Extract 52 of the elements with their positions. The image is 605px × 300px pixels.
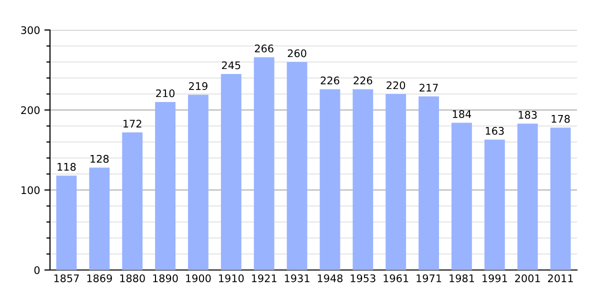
data-label: 220	[386, 81, 406, 90]
bar	[386, 94, 406, 270]
x-tick-label: 1869	[87, 274, 112, 282]
x-tick-label: 1991	[482, 274, 507, 282]
x-tick-label: 1948	[318, 274, 343, 282]
y-tick-label: 200	[21, 106, 40, 114]
data-label: 163	[486, 126, 504, 135]
data-label: 245	[222, 61, 240, 70]
x-tick-label: 1961	[384, 274, 408, 282]
bar	[286, 62, 308, 270]
x-tick-label: 1890	[153, 274, 178, 282]
data-label: 210	[156, 89, 175, 98]
x-tick-label: 1953	[350, 274, 376, 282]
x-tick-label: 1931	[284, 274, 310, 282]
data-label: 178	[552, 114, 570, 123]
bar	[89, 168, 110, 270]
x-tick-label: 2001	[515, 274, 540, 282]
bar	[352, 89, 374, 270]
y-tick-label: 0	[34, 266, 40, 274]
bar	[484, 140, 505, 270]
bar	[320, 89, 340, 270]
data-label: 217	[420, 84, 438, 92]
bar	[550, 128, 571, 270]
bar	[122, 132, 143, 270]
data-label: 260	[288, 49, 306, 58]
x-tick-label: 1857	[54, 274, 79, 282]
data-label: 266	[254, 44, 274, 52]
data-label: 226	[320, 76, 340, 84]
data-label: 184	[452, 110, 472, 118]
bar	[517, 124, 538, 270]
data-label: 219	[189, 82, 208, 90]
x-tick-label: 2011	[548, 274, 573, 282]
x-tick-label: 1900	[186, 274, 211, 282]
bar	[418, 96, 439, 270]
data-label: 118	[58, 162, 76, 171]
data-label: 183	[518, 110, 537, 119]
x-tick-label: 1921	[252, 274, 276, 282]
data-label: 172	[124, 120, 142, 128]
x-tick-label: 1971	[416, 274, 442, 282]
bar	[452, 122, 472, 270]
y-tick-label: 300	[21, 26, 40, 34]
y-tick-label: 100	[22, 186, 40, 194]
bar	[188, 94, 208, 270]
x-tick-label: 1880	[120, 274, 145, 282]
bar	[220, 74, 242, 270]
bar	[56, 176, 77, 270]
bar	[254, 57, 274, 270]
bar	[155, 102, 176, 270]
data-label: 128	[90, 154, 109, 163]
data-label: 226	[354, 76, 372, 84]
x-tick-label: 1981	[450, 274, 474, 282]
x-tick-label: 1910	[219, 274, 244, 282]
